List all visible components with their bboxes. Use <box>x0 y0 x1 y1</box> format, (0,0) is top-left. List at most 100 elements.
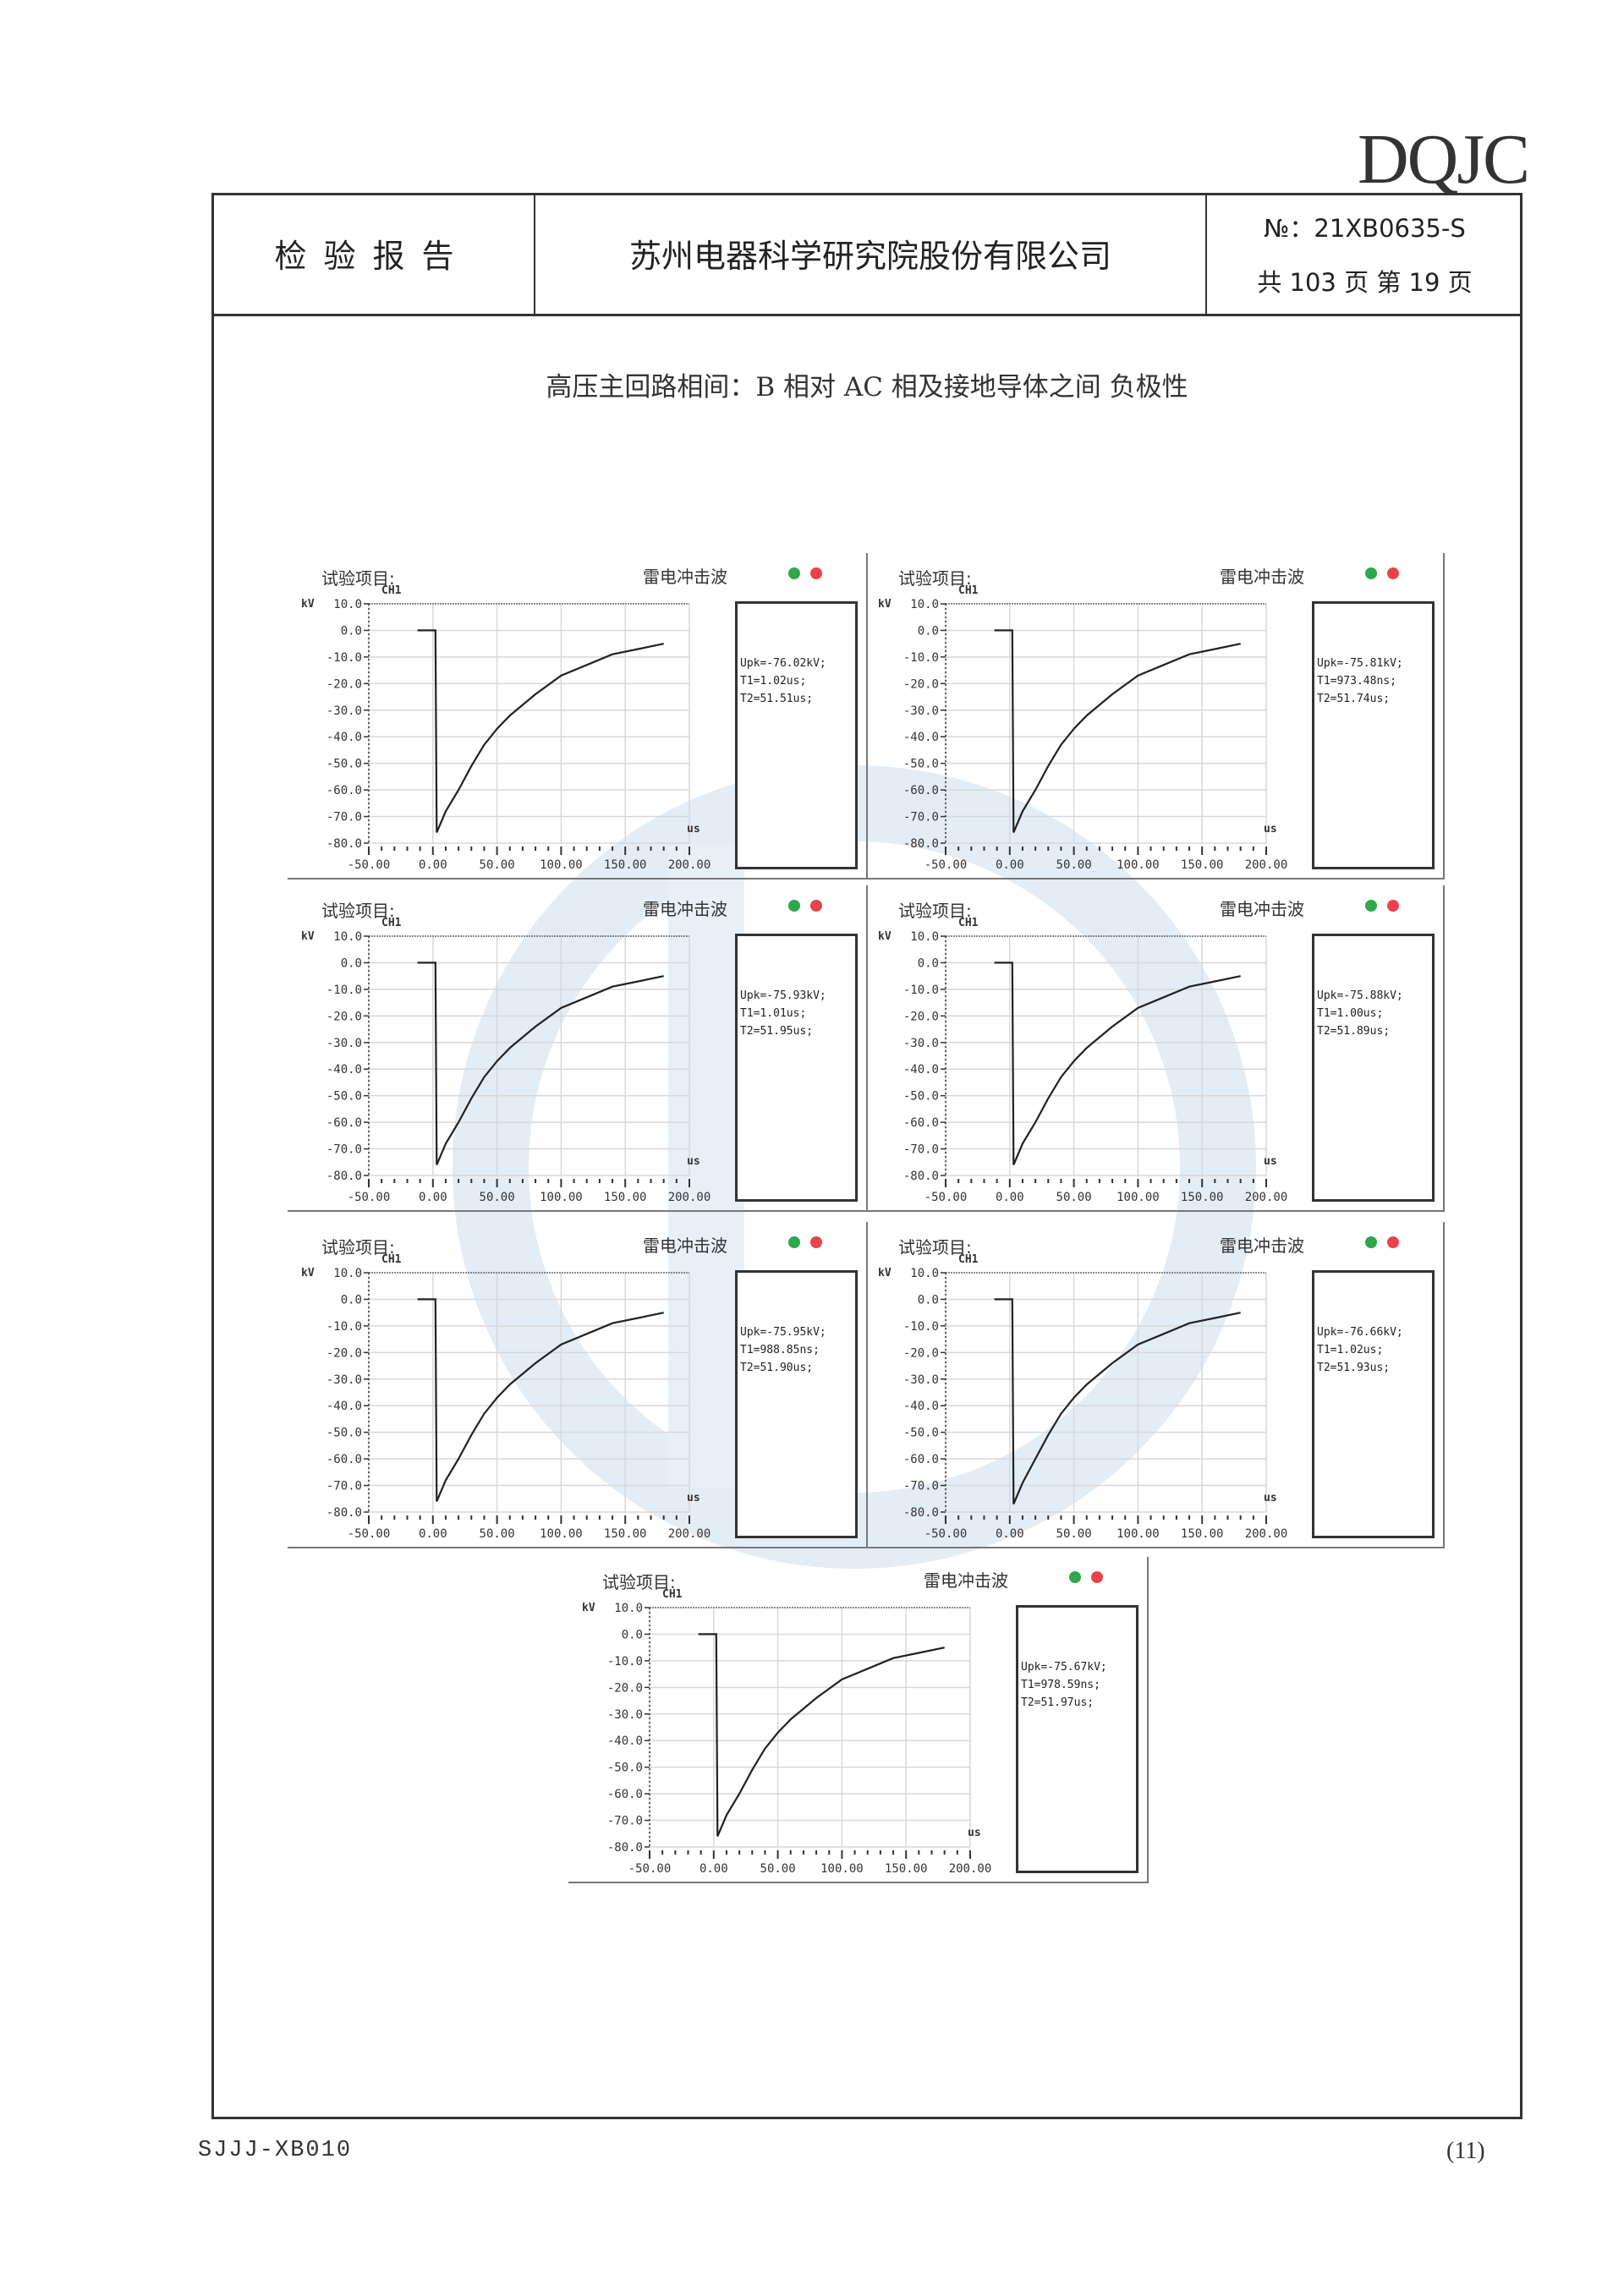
y-tick-label: 0.0 <box>918 956 939 970</box>
t1-value: T1=978.59ns; <box>1021 1679 1100 1691</box>
y-tick-label: 10.0 <box>333 598 362 611</box>
y-tick-label: -60.0 <box>903 784 939 797</box>
channel-label: CH1 <box>958 917 979 929</box>
waveform-chart: 10.0 0.0 -10.0 -20.0 -30.0 -40.0 -50.0 -60.0 -70… <box>582 1588 992 1876</box>
y-tick-label: -60.0 <box>903 1453 939 1466</box>
x-tick-label: 50.00 <box>1056 858 1092 872</box>
status-indicator-red <box>1091 1571 1103 1583</box>
y-tick-label: -30.0 <box>326 1037 362 1050</box>
waveform-line <box>417 962 664 1165</box>
report-title: 检验报告 <box>211 193 535 314</box>
y-tick-label: -10.0 <box>903 651 939 665</box>
x-tick-label: -50.00 <box>348 1191 391 1204</box>
y-tick-label: 10.0 <box>333 1267 362 1280</box>
t2-value: T2=51.89us; <box>1317 1025 1391 1038</box>
y-tick-label: 10.0 <box>910 598 939 611</box>
page-mark: (11) <box>1446 2138 1485 2164</box>
waveform-panel: 10.0 0.0 -10.0 -20.0 -30.0 -40.0 -50.0 -60.0 -70… <box>288 1222 868 1548</box>
x-tick-label: 150.00 <box>604 858 647 872</box>
x-tick-label: 100.00 <box>1116 1191 1160 1204</box>
y-tick-label: -80.0 <box>326 1506 362 1520</box>
waveform-chart: 10.0 0.0 -10.0 -20.0 -30.0 -40.0 -50.0 -60.0 -70… <box>878 1253 1288 1541</box>
measurement-readout: Upk=-76.02kV; T1=1.02us; T2=51.51us; <box>735 601 858 869</box>
waveform-chart: 10.0 0.0 -10.0 -20.0 -30.0 -40.0 -50.0 -60.0 -70… <box>301 1253 710 1541</box>
y-tick-label: -10.0 <box>326 651 362 665</box>
y-tick-label: 0.0 <box>341 956 362 970</box>
x-tick-label: 200.00 <box>1245 1527 1288 1541</box>
waveform-chart: 10.0 0.0 -10.0 -20.0 -30.0 -40.0 -50.0 -60.0 -70… <box>301 917 711 1204</box>
x-unit-label: us <box>687 1492 700 1504</box>
status-indicator-green <box>788 900 800 912</box>
wave-type-label: 雷电冲击波 <box>643 567 727 587</box>
status-indicator-red <box>1387 1236 1399 1248</box>
y-tick-label: -50.0 <box>326 758 362 771</box>
t1-value: T1=973.48ns; <box>1317 675 1396 688</box>
x-tick-label: 150.00 <box>1181 1191 1224 1204</box>
x-tick-label: -50.00 <box>924 858 968 872</box>
x-tick-label: 200.00 <box>668 858 711 872</box>
report-number: №：21XB0635-S <box>1264 213 1466 243</box>
upk-value: Upk=-76.66kV; <box>1317 1326 1403 1339</box>
report-meta: №：21XB0635-S 共 103 页 第 19 页 <box>1207 193 1522 314</box>
y-tick-label: -60.0 <box>326 1453 362 1466</box>
waveform-panel: 10.0 0.0 -10.0 -20.0 -30.0 -40.0 -50.0 -60.0 -70… <box>288 553 868 879</box>
y-tick-label: -50.0 <box>326 1090 362 1104</box>
waveform-line <box>698 1633 945 1837</box>
wave-type-label: 雷电冲击波 <box>1220 567 1304 587</box>
y-tick-label: -70.0 <box>903 1480 939 1493</box>
y-tick-label: -60.0 <box>326 784 362 797</box>
y-tick-label: -60.0 <box>607 1788 643 1801</box>
x-unit-label: us <box>1264 823 1277 836</box>
test-item-label: 试验项目: <box>321 1237 395 1258</box>
y-unit-label: kV <box>878 1267 892 1280</box>
y-tick-label: -50.0 <box>326 1427 362 1440</box>
y-tick-label: -70.0 <box>326 1480 362 1493</box>
y-tick-label: -70.0 <box>326 811 362 825</box>
x-tick-label: 150.00 <box>1181 1527 1224 1541</box>
y-tick-label: -60.0 <box>903 1116 939 1130</box>
y-tick-label: -10.0 <box>903 1320 939 1334</box>
y-tick-label: -80.0 <box>903 1170 939 1183</box>
channel-label: CH1 <box>662 1588 683 1601</box>
waveform-panel: 10.0 0.0 -10.0 -20.0 -30.0 -40.0 -50.0 -60.0 -70… <box>864 885 1445 1212</box>
y-tick-label: -80.0 <box>326 837 362 851</box>
measurement-readout: Upk=-76.66kV; T1=1.02us; T2=51.93us; <box>1312 1270 1435 1538</box>
y-tick-label: -30.0 <box>326 1373 362 1387</box>
y-tick-label: -40.0 <box>326 731 362 744</box>
y-tick-label: -30.0 <box>903 704 939 718</box>
channel-label: CH1 <box>381 1253 402 1266</box>
wave-type-label: 雷电冲击波 <box>924 1570 1008 1591</box>
y-unit-label: kV <box>301 598 315 611</box>
x-tick-label: 200.00 <box>668 1191 711 1204</box>
status-indicator-red <box>810 1236 822 1248</box>
waveform-panel: 10.0 0.0 -10.0 -20.0 -30.0 -40.0 -50.0 -60.0 -70… <box>288 885 868 1212</box>
waveform-chart: 10.0 0.0 -10.0 -20.0 -30.0 -40.0 -50.0 -60.0 -70… <box>878 584 1287 872</box>
channel-label: CH1 <box>958 1253 979 1266</box>
y-tick-label: 0.0 <box>622 1628 643 1641</box>
report-frame <box>211 193 1522 2119</box>
company-name: 苏州电器科学研究院股份有限公司 <box>535 193 1207 314</box>
test-item-label: 试验项目: <box>898 901 972 921</box>
measurement-readout: Upk=-75.67kV; T1=978.59ns; T2=51.97us; <box>1016 1605 1138 1873</box>
y-tick-label: -70.0 <box>326 1143 362 1157</box>
y-tick-label: -50.0 <box>903 758 939 771</box>
brand-logo: DQJC <box>1358 120 1530 199</box>
y-tick-label: -30.0 <box>903 1373 939 1387</box>
x-tick-label: 150.00 <box>1181 858 1224 872</box>
waveform-chart: 10.0 0.0 -10.0 -20.0 -30.0 -40.0 -50.0 -60.0 -70… <box>301 584 711 872</box>
x-tick-label: 200.00 <box>949 1862 992 1876</box>
test-item-label: 试验项目: <box>602 1572 676 1592</box>
x-tick-label: 0.00 <box>996 1191 1024 1204</box>
y-tick-label: 10.0 <box>614 1602 643 1615</box>
x-tick-label: 50.00 <box>1056 1191 1092 1204</box>
upk-value: Upk=-75.81kV; <box>1317 657 1403 670</box>
x-tick-label: 100.00 <box>540 858 583 872</box>
status-indicator-red <box>810 900 822 912</box>
status-indicator-green <box>788 1236 800 1248</box>
waveform-line <box>994 629 1241 833</box>
y-tick-label: -40.0 <box>326 1063 362 1077</box>
y-tick-label: -20.0 <box>326 1346 362 1360</box>
t1-value: T1=1.02us; <box>1317 1344 1384 1356</box>
x-tick-label: 50.00 <box>480 1527 515 1541</box>
y-tick-label: -10.0 <box>326 1320 362 1334</box>
